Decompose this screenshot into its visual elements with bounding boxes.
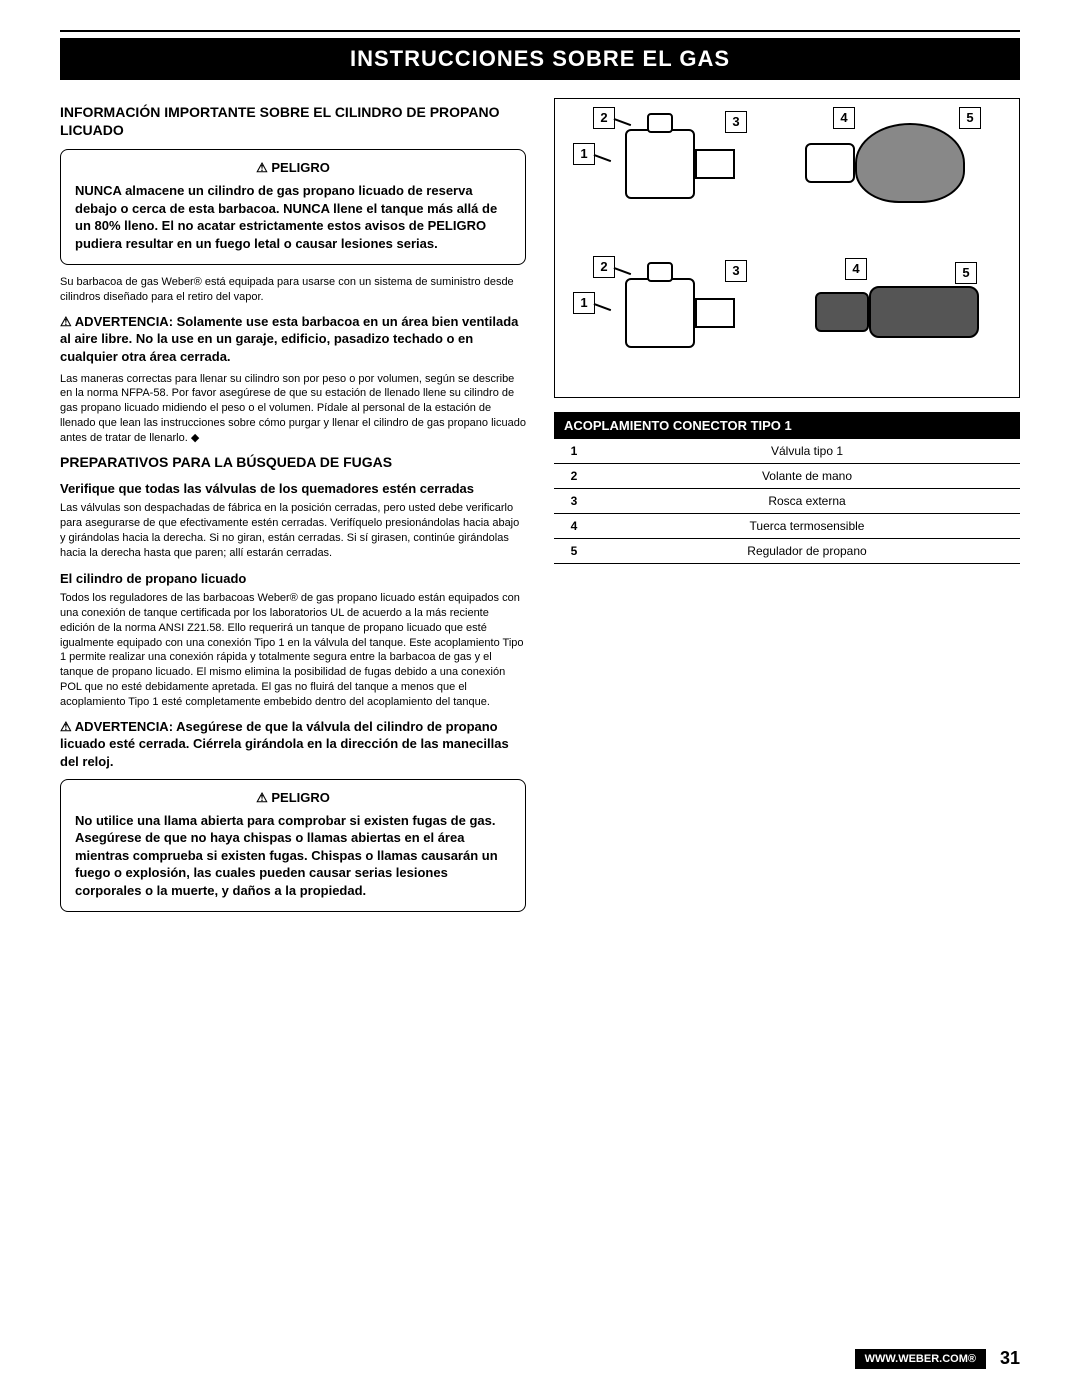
danger-box-2: PELIGRO No utilice una llama abierta par… [60, 779, 526, 913]
heading-leak-check: PREPARATIVOS PARA LA BÚSQUEDA DE FUGAS [60, 454, 526, 472]
handwheel-icon-a [647, 113, 673, 133]
table-row: 4 Tuerca termosensible [554, 514, 1020, 539]
part-label: Volante de mano [594, 464, 1020, 489]
callout-4a: 4 [833, 107, 855, 129]
danger-body-2: No utilice una llama abierta para compro… [75, 812, 511, 900]
callout-4b: 4 [845, 258, 867, 280]
table-banner: ACOPLAMIENTO CONECTOR TIPO 1 [554, 412, 1020, 439]
subheading-lp-cylinder: El cilindro de propano licuado [60, 571, 526, 587]
danger-box-1: PELIGRO NUNCA almacene un cilindro de ga… [60, 149, 526, 265]
handwheel-icon-b [647, 262, 673, 282]
part-label: Válvula tipo 1 [594, 439, 1020, 464]
table-row: 2 Volante de mano [554, 464, 1020, 489]
footer-url: WWW.WEBER.COM® [855, 1349, 986, 1369]
para-regulator: Todos los reguladores de las barbacoas W… [60, 591, 526, 710]
callout-5a: 5 [959, 107, 981, 129]
thread-icon-b [695, 298, 735, 328]
warning-valve-closed: ADVERTENCIA: Asegúrese de que la válvula… [60, 718, 526, 771]
para-equipment: Su barbacoa de gas Weber® está equipada … [60, 275, 526, 305]
part-num: 2 [554, 464, 594, 489]
valve-body-icon-b [625, 278, 695, 348]
table-row: 3 Rosca externa [554, 489, 1020, 514]
danger-body-1: NUNCA almacene un cilindro de gas propan… [75, 182, 511, 252]
part-label: Regulador de propano [594, 539, 1020, 564]
regulator-icon-b [869, 286, 979, 338]
valve-body-icon-a [625, 129, 695, 199]
danger-title-2: PELIGRO [75, 790, 511, 806]
left-column: INFORMACIÓN IMPORTANTE SOBRE EL CILINDRO… [60, 98, 526, 922]
regulator-icon-a [855, 123, 965, 203]
diagram-variant-b: 1 2 3 4 5 [555, 248, 1019, 397]
heading-lp-cylinder-info: INFORMACIÓN IMPORTANTE SOBRE EL CILINDRO… [60, 104, 526, 139]
table-row: 1 Válvula tipo 1 [554, 439, 1020, 464]
page-footer: WWW.WEBER.COM® 31 [60, 1348, 1020, 1369]
two-column-layout: INFORMACIÓN IMPORTANTE SOBRE EL CILINDRO… [60, 98, 1020, 922]
callout-2a: 2 [593, 107, 615, 129]
part-num: 4 [554, 514, 594, 539]
callout-3b: 3 [725, 260, 747, 282]
part-num: 5 [554, 539, 594, 564]
para-valves: Las válvulas son despachadas de fábrica … [60, 501, 526, 560]
callout-5b: 5 [955, 262, 977, 284]
page-title-bar: INSTRUCCIONES SOBRE EL GAS [60, 38, 1020, 80]
right-column: 1 2 3 4 5 1 2 3 4 5 [554, 98, 1020, 922]
subheading-valves-closed: Verifique que todas las válvulas de los … [60, 481, 526, 497]
callout-1a: 1 [573, 143, 595, 165]
callout-2b: 2 [593, 256, 615, 278]
callout-3a: 3 [725, 111, 747, 133]
nut-icon-b [815, 292, 869, 332]
part-label: Rosca externa [594, 489, 1020, 514]
para-filling: Las maneras correctas para llenar su cil… [60, 372, 526, 446]
top-rule [60, 30, 1020, 32]
part-label: Tuerca termosensible [594, 514, 1020, 539]
table-row: 5 Regulador de propano [554, 539, 1020, 564]
warning-ventilation: ADVERTENCIA: Solamente use esta barbacoa… [60, 313, 526, 366]
part-num: 3 [554, 489, 594, 514]
footer-page-number: 31 [1000, 1348, 1020, 1369]
danger-title-1: PELIGRO [75, 160, 511, 176]
parts-table: 1 Válvula tipo 1 2 Volante de mano 3 Ros… [554, 439, 1020, 564]
part-num: 1 [554, 439, 594, 464]
parts-table-body: 1 Válvula tipo 1 2 Volante de mano 3 Ros… [554, 439, 1020, 564]
thread-icon-a [695, 149, 735, 179]
nut-icon-a [805, 143, 855, 183]
diagram-variant-a: 1 2 3 4 5 [555, 99, 1019, 248]
connector-diagram: 1 2 3 4 5 1 2 3 4 5 [554, 98, 1020, 398]
callout-1b: 1 [573, 292, 595, 314]
